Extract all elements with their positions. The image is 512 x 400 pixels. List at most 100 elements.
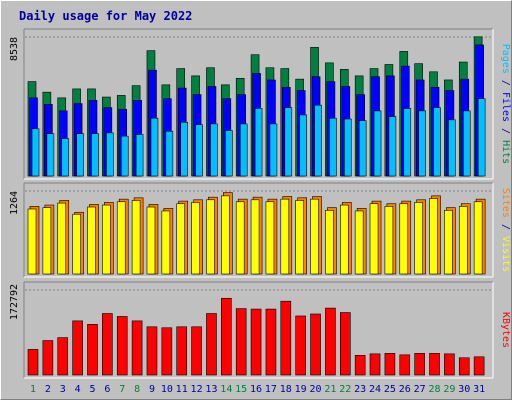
bar-visits bbox=[369, 203, 379, 275]
x-tick-label: 10 bbox=[161, 384, 173, 395]
x-tick-label: 19 bbox=[295, 384, 307, 395]
bar-pages bbox=[91, 133, 99, 177]
x-tick-label: 13 bbox=[205, 384, 217, 395]
x-tick-label: 6 bbox=[104, 384, 110, 395]
x-tick-label: 23 bbox=[354, 384, 366, 395]
sites-visits-panel-right-label-part: Sites bbox=[500, 188, 511, 218]
bar-visits bbox=[384, 206, 394, 275]
sites-visits-panel-right-label: Sites / Visits bbox=[500, 188, 511, 272]
bar-visits bbox=[191, 202, 200, 275]
bar-kbytes bbox=[369, 353, 381, 376]
bar-pages bbox=[31, 128, 40, 177]
bar-visits bbox=[399, 203, 409, 275]
bar-visits bbox=[414, 202, 423, 275]
bar-visits bbox=[27, 208, 37, 275]
bar-pages bbox=[150, 117, 159, 177]
x-tick-label: 1 bbox=[30, 384, 36, 395]
bar-visits bbox=[87, 206, 96, 275]
x-tick-label: 16 bbox=[250, 384, 262, 395]
bar-visits bbox=[57, 202, 67, 275]
chart-title: Daily usage for May 2022 bbox=[19, 9, 192, 23]
bar-pages bbox=[225, 130, 233, 177]
bar-pages bbox=[433, 107, 441, 177]
hits-files-pages-panel-right-label-part: Hits bbox=[500, 140, 511, 164]
bar-kbytes bbox=[265, 308, 277, 376]
bar-kbytes bbox=[458, 357, 470, 376]
x-tick-label: 24 bbox=[369, 384, 381, 395]
bar-visits bbox=[102, 204, 111, 275]
sites-visits-panel-right-label-part: / bbox=[500, 218, 511, 236]
x-tick-label: 26 bbox=[399, 384, 411, 395]
sites-visits-panel-ymax-label: 1264 bbox=[9, 191, 20, 215]
bar-kbytes bbox=[102, 313, 113, 376]
hits-files-pages-panel-right-label-part: / bbox=[500, 74, 511, 92]
x-tick-label: 22 bbox=[339, 384, 351, 395]
bar-pages bbox=[358, 120, 367, 177]
hits-files-pages-panel-right-label-part: Files bbox=[500, 92, 511, 122]
bar-kbytes bbox=[131, 320, 143, 376]
bar-kbytes bbox=[161, 327, 173, 376]
bar-kbytes bbox=[87, 324, 98, 376]
bar-kbytes bbox=[235, 308, 247, 376]
x-tick-label: 11 bbox=[176, 384, 188, 395]
bar-pages bbox=[46, 133, 55, 177]
bar-kbytes bbox=[414, 353, 425, 376]
hits-files-pages-panel-right-label-part: Pages bbox=[500, 44, 511, 74]
bar-visits bbox=[221, 195, 230, 275]
bar-kbytes bbox=[116, 316, 128, 376]
hits-files-pages-panel-ymax-label: 8538 bbox=[9, 37, 20, 61]
bar-pages bbox=[314, 104, 322, 177]
bar-pages bbox=[477, 98, 486, 177]
bar-visits bbox=[42, 207, 52, 275]
bar-pages bbox=[284, 107, 293, 177]
bar-kbytes bbox=[325, 307, 336, 376]
bar-kbytes bbox=[146, 326, 158, 376]
bar-visits bbox=[310, 198, 319, 275]
x-tick-label: 8 bbox=[134, 384, 140, 395]
x-tick-label: 27 bbox=[414, 384, 426, 395]
bar-pages bbox=[403, 108, 412, 177]
x-tick-label: 4 bbox=[75, 384, 81, 395]
bar-visits bbox=[131, 200, 141, 275]
hits-files-pages-panel-right-label-part: / bbox=[500, 122, 511, 140]
bar-visits bbox=[176, 203, 186, 275]
bar-kbytes bbox=[280, 300, 292, 376]
x-tick-label: 2 bbox=[45, 384, 51, 395]
bar-visits bbox=[235, 201, 245, 275]
x-tick-label: 3 bbox=[60, 384, 66, 395]
bar-kbytes bbox=[384, 353, 396, 376]
x-tick-label: 28 bbox=[428, 384, 440, 395]
x-tick-label: 31 bbox=[473, 384, 485, 395]
bar-pages bbox=[373, 110, 382, 177]
x-tick-label: 9 bbox=[149, 384, 155, 395]
x-tick-label: 25 bbox=[384, 384, 396, 395]
x-tick-label: 15 bbox=[235, 384, 247, 395]
bar-visits bbox=[206, 199, 215, 275]
bar-visits bbox=[295, 200, 304, 275]
bar-pages bbox=[76, 133, 84, 177]
bar-pages bbox=[329, 117, 337, 177]
kbytes-panel-right-label-part: KBytes bbox=[500, 312, 511, 348]
bar-pages bbox=[61, 138, 70, 177]
sites-visits-panel-right-label-part: Visits bbox=[500, 236, 511, 272]
bar-kbytes bbox=[429, 353, 440, 376]
bar-visits bbox=[250, 199, 260, 275]
bar-visits bbox=[354, 210, 364, 275]
bar-kbytes bbox=[399, 354, 411, 376]
x-tick-label: 21 bbox=[324, 384, 336, 395]
x-tick-label: 29 bbox=[443, 384, 455, 395]
bar-kbytes bbox=[72, 320, 83, 376]
bar-visits bbox=[458, 206, 468, 275]
bar-pages bbox=[106, 132, 114, 177]
bar-kbytes bbox=[295, 315, 306, 376]
bar-pages bbox=[448, 119, 456, 177]
bar-visits bbox=[325, 210, 334, 275]
bar-pages bbox=[299, 114, 307, 177]
bar-kbytes bbox=[339, 312, 351, 376]
bar-pages bbox=[180, 121, 189, 177]
bar-pages bbox=[120, 135, 129, 177]
bar-visits bbox=[161, 210, 171, 275]
bar-kbytes bbox=[250, 308, 262, 376]
x-tick-label: 20 bbox=[310, 384, 322, 395]
